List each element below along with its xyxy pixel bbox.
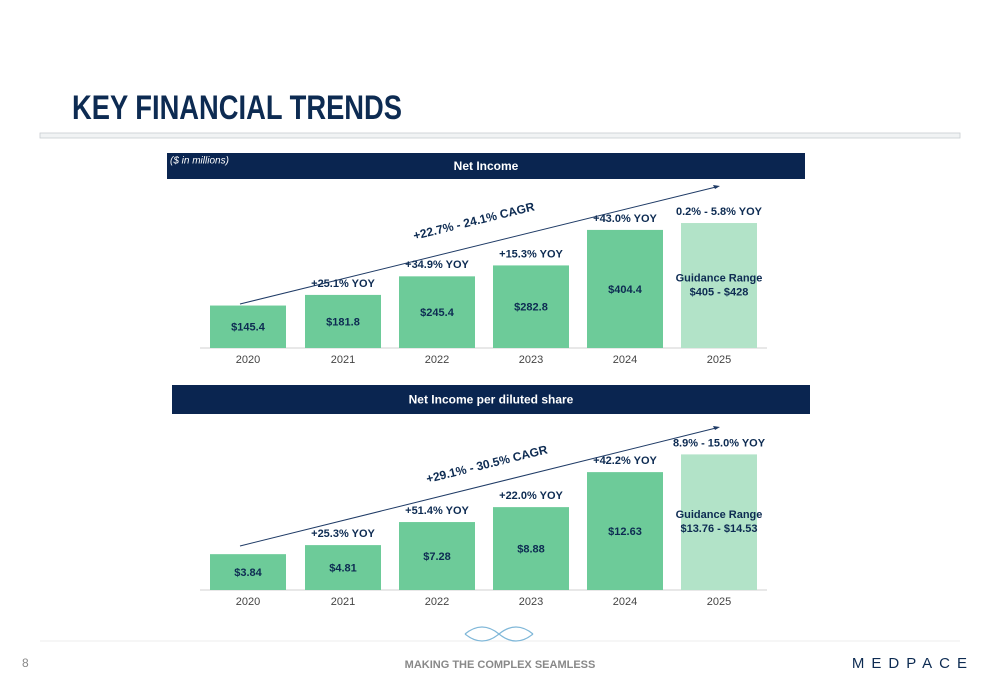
yoy-label: +22.0% YOY (499, 490, 563, 502)
x-tick-label: 2025 (707, 596, 731, 608)
dna-icon (464, 626, 534, 642)
yoy-label: +51.4% YOY (405, 505, 469, 517)
yoy-label: +43.0% YOY (593, 213, 657, 225)
x-tick-label: 2024 (613, 354, 637, 366)
x-tick-label: 2023 (519, 354, 543, 366)
trend-arrow (239, 186, 717, 305)
guidance-range: $13.76 - $14.53 (680, 523, 757, 535)
bar (493, 265, 569, 348)
x-tick-label: 2024 (613, 596, 637, 608)
guidance-label: Guidance Range (676, 509, 763, 521)
units-note: ($ in millions) (170, 156, 229, 167)
x-tick-label: 2022 (425, 596, 449, 608)
value-label: $282.8 (514, 302, 548, 314)
x-tick-label: 2021 (331, 596, 355, 608)
guidance-range: $405 - $428 (690, 286, 749, 298)
guidance-label: Guidance Range (676, 272, 763, 284)
value-label: $7.28 (423, 551, 451, 563)
value-label: $145.4 (231, 322, 266, 334)
value-label: $404.4 (608, 284, 643, 296)
arrow-head (713, 426, 720, 430)
bar (210, 554, 286, 590)
slide-title: KEY FINANCIAL TRENDS (72, 89, 402, 127)
trend-arrow (239, 427, 717, 547)
guidance-bar (681, 223, 757, 348)
bar (305, 294, 381, 348)
logo: MEDPACE (852, 655, 974, 672)
bar (493, 507, 569, 590)
yoy-label: +25.3% YOY (311, 528, 375, 540)
x-tick-label: 2021 (331, 354, 355, 366)
x-tick-label: 2020 (236, 354, 260, 366)
bar (399, 276, 475, 348)
title-rule (39, 132, 961, 139)
value-label: $4.81 (329, 562, 357, 574)
value-label: $12.63 (608, 526, 642, 538)
section-header (172, 385, 810, 414)
x-tick-label: 2025 (707, 354, 731, 366)
section-header (167, 153, 805, 179)
chart-title: Net Income per diluted share (409, 393, 574, 407)
chart-title: Net Income (454, 159, 519, 173)
tagline: MAKING THE COMPLEX SEAMLESS (405, 659, 596, 671)
yoy-label: 0.2% - 5.8% YOY (676, 206, 763, 218)
value-label: $3.84 (234, 567, 262, 579)
bar (587, 472, 663, 590)
bar (399, 522, 475, 590)
bar (305, 545, 381, 590)
arrow-head (713, 185, 720, 189)
yoy-label: +42.2% YOY (593, 455, 657, 467)
value-label: $245.4 (420, 307, 455, 319)
yoy-label: 8.9% - 15.0% YOY (673, 437, 766, 449)
guidance-bar (681, 454, 757, 590)
yoy-label: +15.3% YOY (499, 248, 563, 260)
bar (210, 305, 286, 348)
bar (587, 229, 663, 348)
value-label: $8.88 (517, 543, 545, 555)
yoy-label: +34.9% YOY (405, 259, 469, 271)
x-tick-label: 2023 (519, 596, 543, 608)
x-tick-label: 2020 (236, 596, 260, 608)
page-number: 8 (22, 656, 29, 670)
value-label: $181.8 (326, 316, 360, 328)
x-tick-label: 2022 (425, 354, 449, 366)
yoy-label: +25.1% YOY (311, 278, 375, 290)
